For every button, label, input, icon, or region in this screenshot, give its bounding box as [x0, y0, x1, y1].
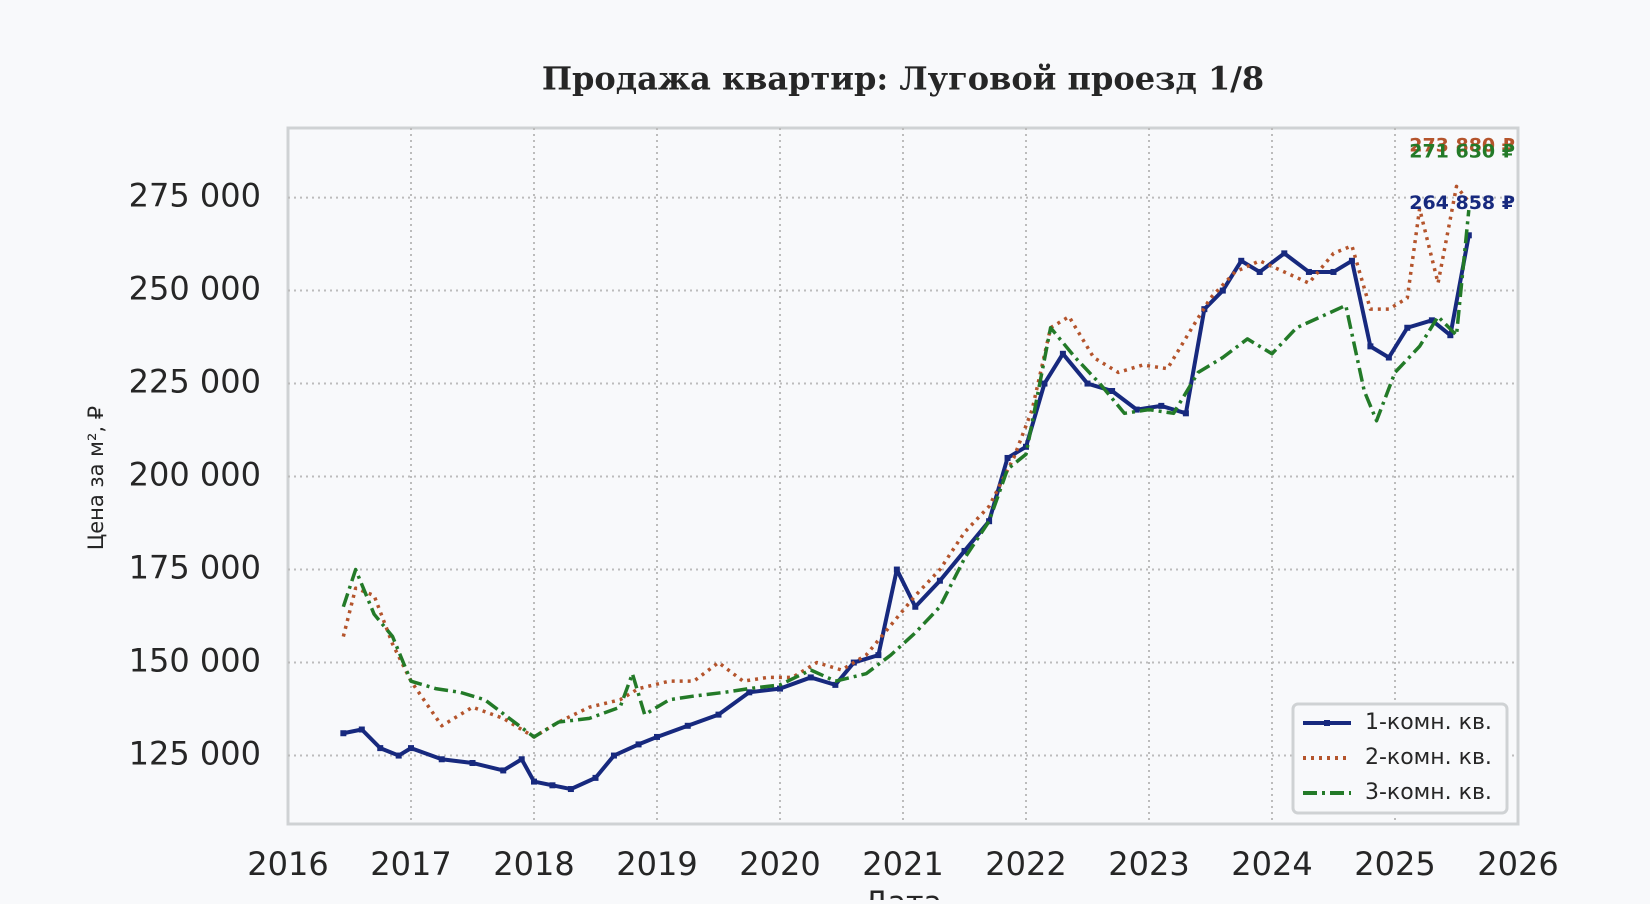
- point-marker: [746, 689, 753, 696]
- point-marker: [1219, 287, 1226, 294]
- legend-label: 2-комн. кв.: [1365, 745, 1492, 770]
- point-marker: [1158, 402, 1165, 409]
- y-tick-label: 175 000: [129, 549, 261, 587]
- series-line: [341, 209, 1471, 739]
- point-marker: [1465, 232, 1472, 239]
- point-marker: [1238, 257, 1245, 264]
- end-annotation: 271 630 ₽: [1409, 141, 1515, 163]
- point-marker: [875, 652, 882, 659]
- point-marker: [1385, 354, 1392, 361]
- point-marker: [567, 786, 574, 793]
- y-tick-label: 125 000: [129, 735, 261, 773]
- chart-title: Продажа квартир: Луговой проезд 1/8: [542, 60, 1264, 98]
- point-marker: [635, 741, 642, 748]
- y-tick-label: 225 000: [129, 363, 261, 401]
- point-marker: [610, 752, 617, 759]
- y-tick-label: 275 000: [129, 177, 261, 215]
- point-marker: [1428, 317, 1435, 324]
- y-axis-label: Цена за м², ₽: [84, 406, 108, 550]
- point-marker: [715, 711, 722, 718]
- x-tick-label: 2024: [1231, 845, 1312, 883]
- point-marker: [1059, 350, 1066, 357]
- point-marker: [408, 745, 414, 752]
- x-tick-label: 2021: [862, 845, 943, 883]
- point-marker: [1084, 380, 1091, 387]
- point-marker: [1256, 268, 1263, 275]
- y-tick-label: 200 000: [129, 456, 261, 494]
- point-marker: [684, 722, 691, 729]
- x-axis-label: Дата: [864, 886, 942, 901]
- legend-swatch-marker: [1324, 720, 1330, 726]
- point-marker: [592, 774, 599, 781]
- x-tick-label: 2022: [985, 845, 1066, 883]
- legend-box: [1291, 702, 1509, 815]
- point-marker: [1004, 454, 1011, 461]
- point-marker: [893, 566, 900, 573]
- point-marker: [936, 577, 943, 584]
- x-tick-label: 2017: [370, 845, 451, 883]
- point-marker: [518, 756, 525, 763]
- x-tick-label: 2018: [493, 845, 574, 883]
- y-tick-label: 250 000: [129, 270, 261, 308]
- point-marker: [1281, 250, 1288, 257]
- point-marker: [1109, 387, 1116, 394]
- point-marker: [832, 681, 839, 688]
- x-tick-label: 2023: [1108, 845, 1189, 883]
- series-line: [342, 234, 1471, 792]
- point-marker: [1330, 268, 1337, 275]
- point-marker: [1447, 332, 1454, 339]
- x-tick-label: 2019: [616, 845, 697, 883]
- point-marker: [1041, 380, 1048, 387]
- point-marker: [654, 733, 660, 740]
- legend-label: 3-комн. кв.: [1365, 780, 1492, 805]
- point-marker: [500, 767, 507, 774]
- end-annotation: 264 858 ₽: [1409, 192, 1515, 214]
- x-tick-label: 2020: [739, 845, 820, 883]
- point-marker: [912, 603, 919, 610]
- x-tick-label: 2016: [247, 845, 328, 883]
- point-marker: [1348, 257, 1355, 264]
- point-marker: [807, 674, 814, 681]
- point-marker: [1182, 410, 1189, 417]
- point-marker: [1404, 324, 1411, 331]
- point-marker: [986, 518, 993, 525]
- x-tick-label: 2026: [1477, 845, 1558, 883]
- point-marker: [1133, 406, 1140, 413]
- point-marker: [777, 685, 783, 692]
- point-marker: [1367, 343, 1374, 350]
- point-marker: [531, 778, 537, 785]
- end-annotation: 273 880 ₽: [1409, 135, 1515, 157]
- point-marker: [1305, 268, 1312, 275]
- x-tick-label: 2025: [1354, 845, 1435, 883]
- point-marker: [377, 745, 384, 752]
- point-marker: [438, 756, 445, 763]
- point-marker: [395, 752, 402, 759]
- y-tick-label: 150 000: [129, 642, 261, 680]
- point-marker: [358, 726, 365, 733]
- point-marker: [549, 782, 556, 789]
- point-marker: [340, 730, 347, 737]
- point-marker: [961, 547, 968, 554]
- legend-label: 1-комн. кв.: [1365, 710, 1492, 735]
- point-marker: [469, 759, 476, 766]
